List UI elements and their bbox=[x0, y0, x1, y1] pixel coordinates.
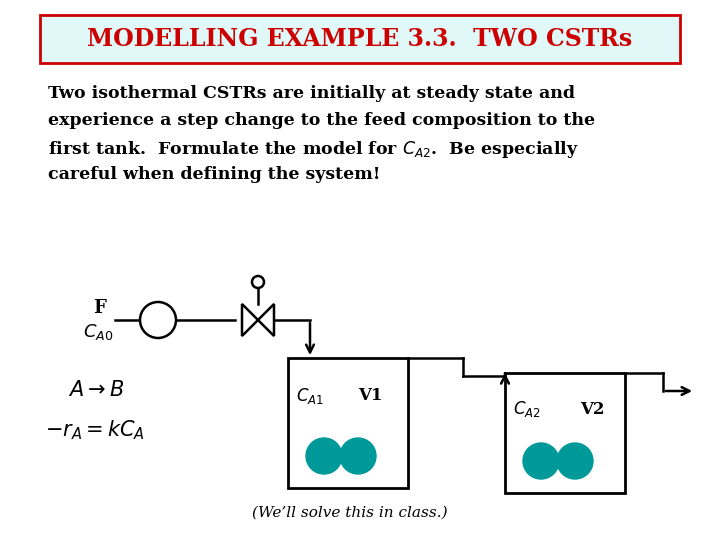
Text: (We’ll solve this in class.): (We’ll solve this in class.) bbox=[252, 506, 448, 520]
Text: MODELLING EXAMPLE 3.3.  TWO CSTRs: MODELLING EXAMPLE 3.3. TWO CSTRs bbox=[87, 27, 633, 51]
Text: $C_{A0}$: $C_{A0}$ bbox=[83, 322, 113, 342]
Text: first tank.  Formulate the model for $C_{A2}$.  Be especially: first tank. Formulate the model for $C_{… bbox=[48, 139, 579, 160]
Text: $-r_A = kC_A$: $-r_A = kC_A$ bbox=[45, 418, 145, 442]
Text: experience a step change to the feed composition to the: experience a step change to the feed com… bbox=[48, 112, 595, 129]
FancyBboxPatch shape bbox=[40, 15, 680, 63]
Circle shape bbox=[523, 443, 559, 479]
Circle shape bbox=[340, 438, 376, 474]
Text: V1: V1 bbox=[358, 388, 382, 404]
Text: careful when defining the system!: careful when defining the system! bbox=[48, 166, 380, 183]
Text: Two isothermal CSTRs are initially at steady state and: Two isothermal CSTRs are initially at st… bbox=[48, 85, 575, 102]
Text: $A \rightarrow B$: $A \rightarrow B$ bbox=[68, 380, 124, 400]
Bar bbox=[288, 358, 408, 488]
Text: $C_{A1}$: $C_{A1}$ bbox=[296, 386, 324, 406]
Text: V2: V2 bbox=[580, 401, 605, 417]
Bar bbox=[505, 373, 625, 493]
Circle shape bbox=[557, 443, 593, 479]
Circle shape bbox=[306, 438, 342, 474]
Text: $C_{A2}$: $C_{A2}$ bbox=[513, 399, 541, 419]
Text: F: F bbox=[93, 299, 106, 317]
